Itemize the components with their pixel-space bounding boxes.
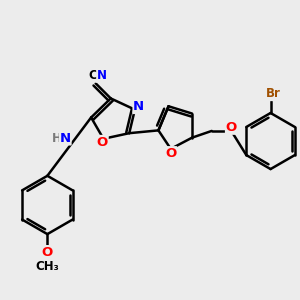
Text: C: C — [88, 69, 97, 82]
Text: O: O — [165, 147, 176, 160]
Text: N: N — [133, 100, 144, 113]
Text: N: N — [60, 132, 71, 145]
Text: N: N — [97, 69, 107, 82]
Text: O: O — [97, 136, 108, 148]
Text: O: O — [42, 246, 53, 259]
Text: H: H — [52, 132, 62, 145]
Text: CH₃: CH₃ — [35, 260, 59, 273]
Text: O: O — [226, 121, 237, 134]
Text: Br: Br — [266, 87, 280, 101]
